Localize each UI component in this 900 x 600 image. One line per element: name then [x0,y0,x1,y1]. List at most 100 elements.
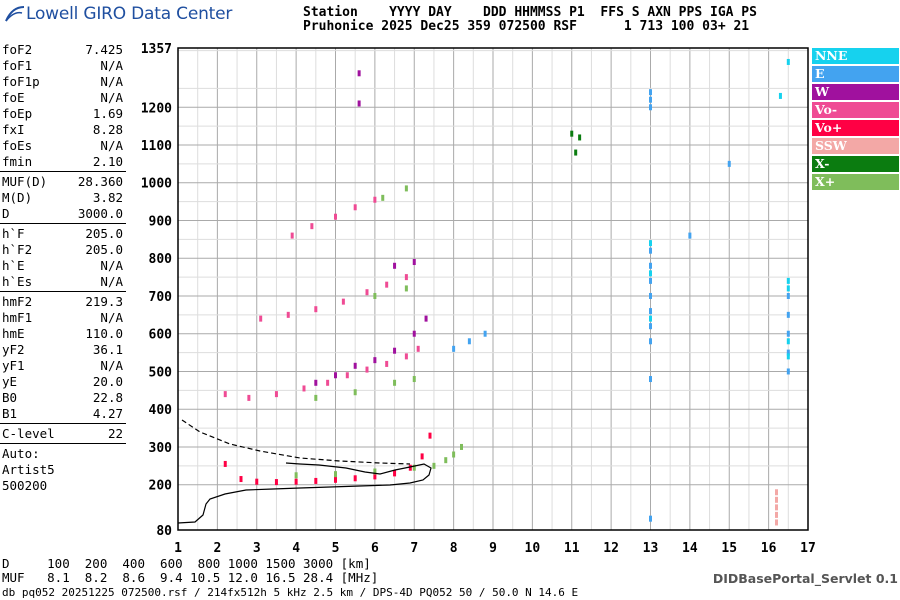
param-row: B1 4.27 [0,406,126,422]
data-point [412,330,416,337]
y-tick-label: 1000 [141,177,172,192]
data-point [649,89,652,96]
param-value: 3000.0 [77,206,123,221]
param-row: h`F2 205.0 [0,242,126,258]
data-point [408,464,412,471]
param-row: MUF(D) 28.360 [0,174,126,190]
param-row: foE N/A [0,90,126,106]
data-point [294,478,298,485]
param-value: N/A [100,258,123,273]
legend-item-ssw: SSW [812,138,899,154]
data-point [483,330,487,337]
x-tick-label: 10 [525,541,541,556]
data-point [314,394,318,401]
param-value: N/A [100,90,123,105]
logo: Lowell GIRO Data Center [4,2,232,26]
station-header: Station YYYY DAY DDD HHMMSS P1 FFS S AXN… [303,6,757,34]
param-name: h`E [2,258,25,273]
param-row: hmE 110.0 [0,326,126,342]
legend-item-vo: Vo- [812,102,899,118]
param-value: 8.28 [92,122,123,137]
param-row: yF1 N/A [0,358,126,374]
data-point [373,473,377,480]
param-row: h`Es N/A [0,274,126,290]
data-point [786,277,790,284]
data-point [274,391,278,398]
data-point [334,471,337,478]
param-value: 1.69 [92,106,123,121]
trace-nne [649,58,790,360]
data-point [385,281,389,288]
param-value: 110.0 [85,326,123,341]
data-point [373,292,377,299]
param-value: 2.10 [92,154,123,169]
x-tick-label: 15 [721,541,737,556]
servlet-label: DIDBasePortal_Servlet 0.1 [712,571,898,586]
data-point [404,274,408,281]
data-point [334,476,337,483]
file-info-footer: db pq052 20251225 072500.rsf / 214fx512h… [2,586,579,599]
param-row: D 3000.0 [0,206,126,222]
param-name: foEs [2,138,33,153]
x-tick-label: 6 [371,541,379,556]
x-tick-label: 5 [332,541,340,556]
data-point [786,338,790,345]
data-point [247,394,251,401]
y-tick-label: 200 [149,479,173,494]
legend-item-w: W [812,84,899,100]
data-point [432,462,436,469]
data-point [373,468,377,475]
param-name: yF2 [2,342,25,357]
param-name: fxI [2,122,25,137]
y-tick-label: 1200 [141,101,172,116]
param-name: C-level [2,426,55,441]
data-point [334,213,337,220]
auto-scaler-line: 500200 [2,478,48,493]
data-point [649,315,652,322]
data-point [420,453,424,460]
param-name: foF1 [2,58,33,73]
data-point [570,130,574,137]
data-traces [223,58,790,526]
data-point [286,311,290,318]
data-point [341,298,345,305]
param-row: hmF2 219.3 [0,294,126,310]
data-point [404,285,408,292]
param-row: B0 22.8 [0,390,126,406]
param-row: fmin 2.10 [0,154,126,170]
data-point [649,96,652,103]
data-point [786,353,790,360]
data-point [688,232,692,239]
data-point [428,432,432,439]
param-name: B1 [2,406,18,421]
param-separator [0,171,126,172]
param-name: yF1 [2,358,25,373]
param-row: C-level 22 [0,426,126,442]
y-tick-label: 900 [149,214,173,229]
distance-row: D 100 200 400 600 800 1000 1500 3000 [km… [2,556,371,571]
data-point [574,149,578,156]
param-name: hmE [2,326,25,341]
legend-item-x: X+ [812,174,899,190]
data-point [649,338,652,345]
header-line-1: Station YYYY DAY DDD HHMMSS P1 FFS S AXN… [303,5,757,20]
data-point [223,391,227,398]
y-tick-label: 80 [156,524,172,539]
param-name: MUF(D) [2,174,48,189]
data-point [775,504,778,511]
param-value: 28.360 [77,174,123,189]
data-point [357,100,361,107]
param-name: hmF1 [2,310,33,325]
data-point [416,345,420,352]
y-tick-label: 500 [149,365,173,380]
y-tick-label: 1357 [141,42,172,57]
param-row: foF2 7.425 [0,42,126,58]
y-tick-label: 700 [149,290,173,305]
grid-lines [177,47,809,531]
data-point [314,477,318,484]
param-value: 205.0 [85,226,123,241]
trace-ssw [775,489,778,526]
data-point [786,292,790,299]
param-row: yF2 36.1 [0,342,126,358]
